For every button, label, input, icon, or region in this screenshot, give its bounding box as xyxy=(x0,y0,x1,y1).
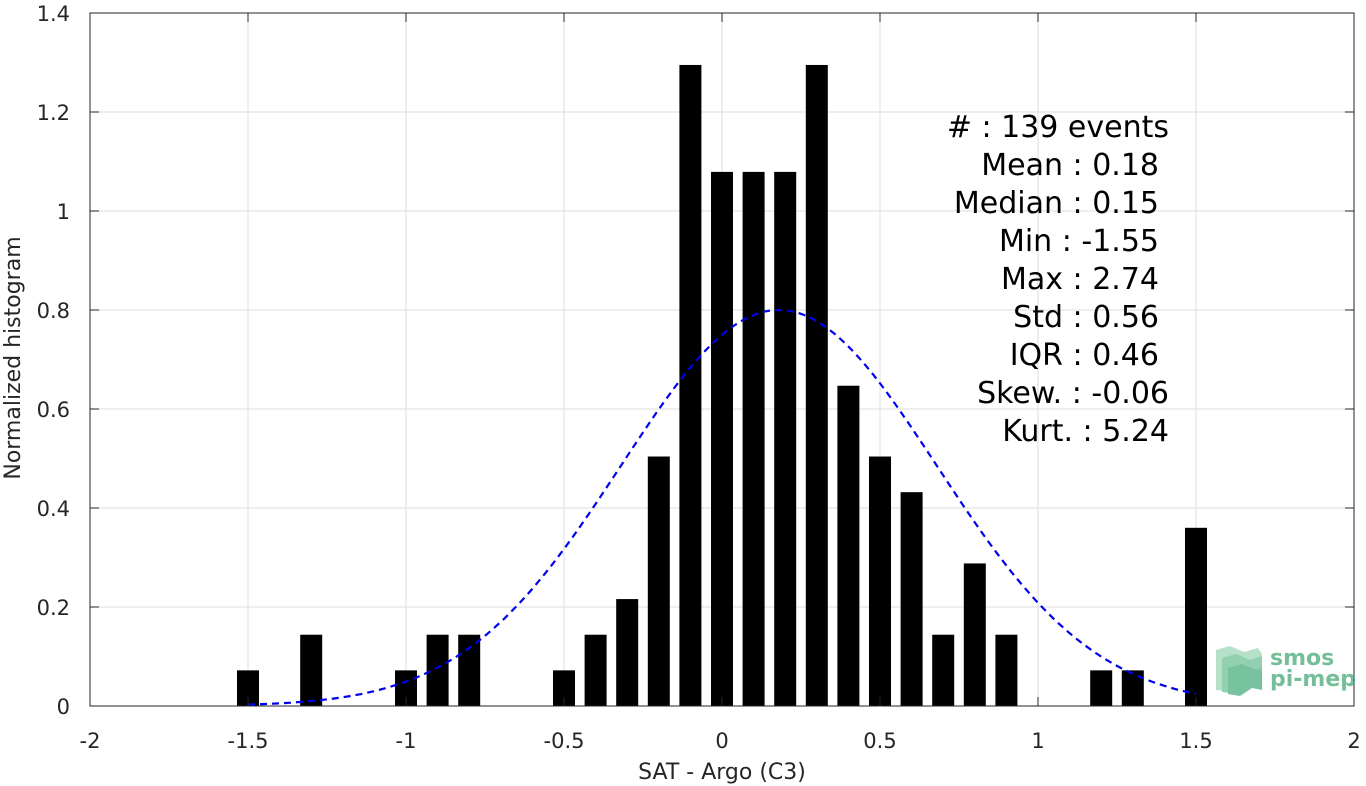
y-tick-label: 1.4 xyxy=(37,2,70,26)
y-tick-label: 0.2 xyxy=(37,596,70,620)
histogram-bar xyxy=(837,385,860,706)
y-tick-label: 0.8 xyxy=(37,299,70,323)
histogram-bar xyxy=(774,171,797,706)
x-tick-label: 1.5 xyxy=(1179,729,1212,753)
logo-waves-icon xyxy=(1216,646,1262,696)
stat-skew: Skew. : -0.06 xyxy=(977,376,1169,411)
histogram-bar xyxy=(995,634,1018,706)
histogram-bar xyxy=(300,634,323,706)
histogram-bar xyxy=(1090,670,1113,706)
histogram-bar xyxy=(1185,527,1207,706)
histogram-bar xyxy=(584,634,607,706)
y-tick-label: 1.2 xyxy=(37,101,70,125)
stat-events: # : 139 events xyxy=(947,110,1169,145)
normal-fit-curve xyxy=(247,308,1197,706)
histogram-bar xyxy=(616,599,639,706)
axes-box xyxy=(89,12,1355,707)
histogram-bar xyxy=(679,64,702,707)
x-tick-label: -0.5 xyxy=(544,729,585,753)
y-tick-label: 1 xyxy=(57,200,70,224)
histogram-bar xyxy=(426,634,449,706)
stat-max: Max : 2.74 xyxy=(1001,262,1159,297)
y-tick-label: 0.4 xyxy=(37,497,70,521)
histogram-bar xyxy=(647,456,670,706)
x-tick-labels: -2 -1.5 -1 -0.5 0 0.5 1 1.5 2 xyxy=(80,729,1361,753)
x-tick-label: -1.5 xyxy=(228,729,269,753)
x-tick-label: -1 xyxy=(396,729,417,753)
logo-text-smos: smos xyxy=(1270,646,1334,671)
x-tick-label: 0 xyxy=(715,729,728,753)
histogram-bars xyxy=(237,64,1207,707)
stat-mean: Mean : 0.18 xyxy=(981,148,1159,183)
stat-min: Min : -1.55 xyxy=(999,224,1159,259)
histogram-bar xyxy=(742,171,765,706)
stat-kurt: Kurt. : 5.24 xyxy=(1002,414,1169,449)
histogram-bar xyxy=(458,634,481,706)
stat-iqr: IQR : 0.46 xyxy=(1010,338,1159,373)
x-tick-label: 1 xyxy=(1031,729,1044,753)
histogram-bar xyxy=(963,563,986,706)
y-tick-label: 0.6 xyxy=(37,398,70,422)
x-tick-label: 2 xyxy=(1347,729,1360,753)
stats-annotation: # : 139 events Mean : 0.18 Median : 0.15… xyxy=(947,110,1169,449)
histogram-bar xyxy=(711,171,733,706)
x-tick-label: -2 xyxy=(80,729,101,753)
smos-pi-mep-logo: smos pi-mep xyxy=(1216,646,1356,696)
histogram-bar xyxy=(237,670,259,706)
histogram-bar xyxy=(932,634,955,706)
histogram-bar xyxy=(553,670,575,706)
x-axis-label: SAT - Argo (C3) xyxy=(638,760,806,785)
stat-median: Median : 0.15 xyxy=(954,186,1159,221)
histogram-bar xyxy=(1121,670,1144,706)
x-tick-label: 0.5 xyxy=(863,729,896,753)
histogram-bar xyxy=(900,492,923,706)
y-tick-labels: 0 0.2 0.4 0.6 0.8 1 1.2 1.4 xyxy=(37,2,70,719)
histogram-bar xyxy=(869,456,891,706)
histogram-bar xyxy=(805,64,828,707)
stat-std: Std : 0.56 xyxy=(1013,300,1159,335)
y-tick-label: 0 xyxy=(57,695,70,719)
logo-text-pi-mep: pi-mep xyxy=(1270,667,1356,692)
histogram-bar xyxy=(395,670,417,706)
y-axis-label: Normalized histogram xyxy=(1,236,26,479)
